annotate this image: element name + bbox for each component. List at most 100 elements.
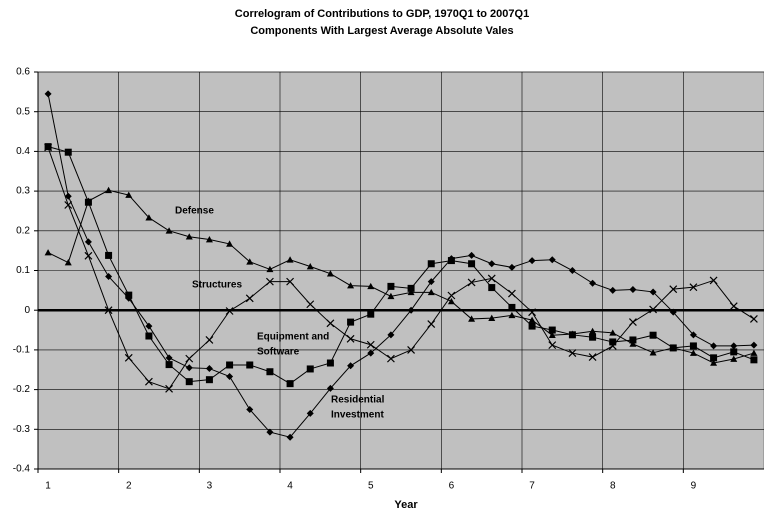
point-marker [730,342,738,350]
point-marker [165,361,173,369]
point-marker [710,359,718,366]
point-marker [326,319,335,328]
point-marker [286,380,294,388]
point-marker [386,354,395,363]
point-marker [548,331,556,339]
point-marker [730,348,738,356]
point-marker [205,376,213,384]
point-marker [185,233,193,240]
point-marker [185,364,193,372]
point-marker [44,249,52,256]
point-marker [729,302,738,311]
point-marker [124,353,133,362]
point-marker [407,345,416,354]
point-marker [508,311,516,319]
point-marker [528,322,536,330]
point-marker [306,263,314,270]
point-marker [669,344,677,351]
point-marker [347,282,355,289]
point-marker [225,307,234,315]
point-marker [548,256,556,264]
y-tick-label: -0.1 [13,345,31,356]
point-marker [427,320,436,329]
point-marker [568,330,576,337]
point-marker [105,186,113,194]
chart-title: Correlogram of Contributions to GDP, 197… [235,8,529,20]
point-marker [609,286,617,294]
point-marker [447,297,455,305]
point-marker [487,274,496,283]
point-marker [366,340,375,349]
point-marker [407,288,415,296]
point-marker [84,238,92,246]
point-marker [266,368,274,376]
point-marker [266,265,274,273]
y-tick-label: -0.4 [13,464,31,475]
point-marker [669,308,677,316]
point-marker [649,288,657,296]
y-tick-label: 0.5 [16,106,30,117]
point-marker [347,318,355,326]
point-marker [367,282,375,290]
point-marker [468,260,476,268]
point-marker [689,283,698,292]
point-marker [467,278,476,287]
point-marker [185,354,194,363]
point-marker [165,227,173,234]
annotation: Structures [192,280,242,291]
point-marker [749,315,758,323]
point-marker [629,286,637,294]
point-marker [649,331,657,339]
chart-subtitle: Components With Largest Average Absolute… [250,25,513,37]
point-marker [265,277,274,286]
x-tick-label: 6 [449,481,455,492]
point-marker [64,148,72,156]
x-tick-label: 4 [287,481,293,492]
point-marker [84,251,93,260]
point-marker [407,284,415,292]
point-marker [84,197,92,204]
point-marker [548,326,556,334]
x-tick-label: 2 [126,481,132,492]
point-marker [226,372,234,380]
point-marker [588,353,597,361]
point-marker [649,349,657,356]
x-axis-label: Year [394,499,418,511]
x-tick-label: 5 [368,481,374,492]
point-marker [286,277,295,286]
point-marker [165,384,174,393]
point-marker [689,331,697,339]
y-tick-label: 0.1 [16,265,30,276]
point-marker [730,355,738,362]
y-tick-label: 0.6 [16,67,30,78]
y-tick-label: 0 [24,305,30,316]
y-tick-label: 0.2 [16,225,30,236]
point-marker [589,333,597,341]
point-marker [246,405,254,413]
point-marker [104,306,113,315]
point-marker [568,349,577,358]
point-marker [266,428,274,436]
point-marker [508,263,516,271]
point-marker [488,284,496,292]
point-marker [629,340,637,347]
point-marker [145,214,153,221]
point-marker [125,291,133,299]
point-marker [589,279,597,287]
point-marker [488,260,496,268]
annotation: Residential [331,395,385,406]
point-marker [64,192,72,200]
point-marker [226,361,234,369]
point-marker [488,314,496,321]
y-tick-label: -0.2 [13,384,31,395]
annotation: Equipment and [257,332,329,343]
point-marker [528,308,537,317]
point-marker [649,305,658,314]
point-marker [165,354,173,362]
point-marker [326,359,334,367]
point-marker [326,384,334,392]
point-marker [105,272,113,280]
point-marker [609,338,617,346]
point-marker [507,289,516,298]
annotation: Defense [175,206,214,217]
